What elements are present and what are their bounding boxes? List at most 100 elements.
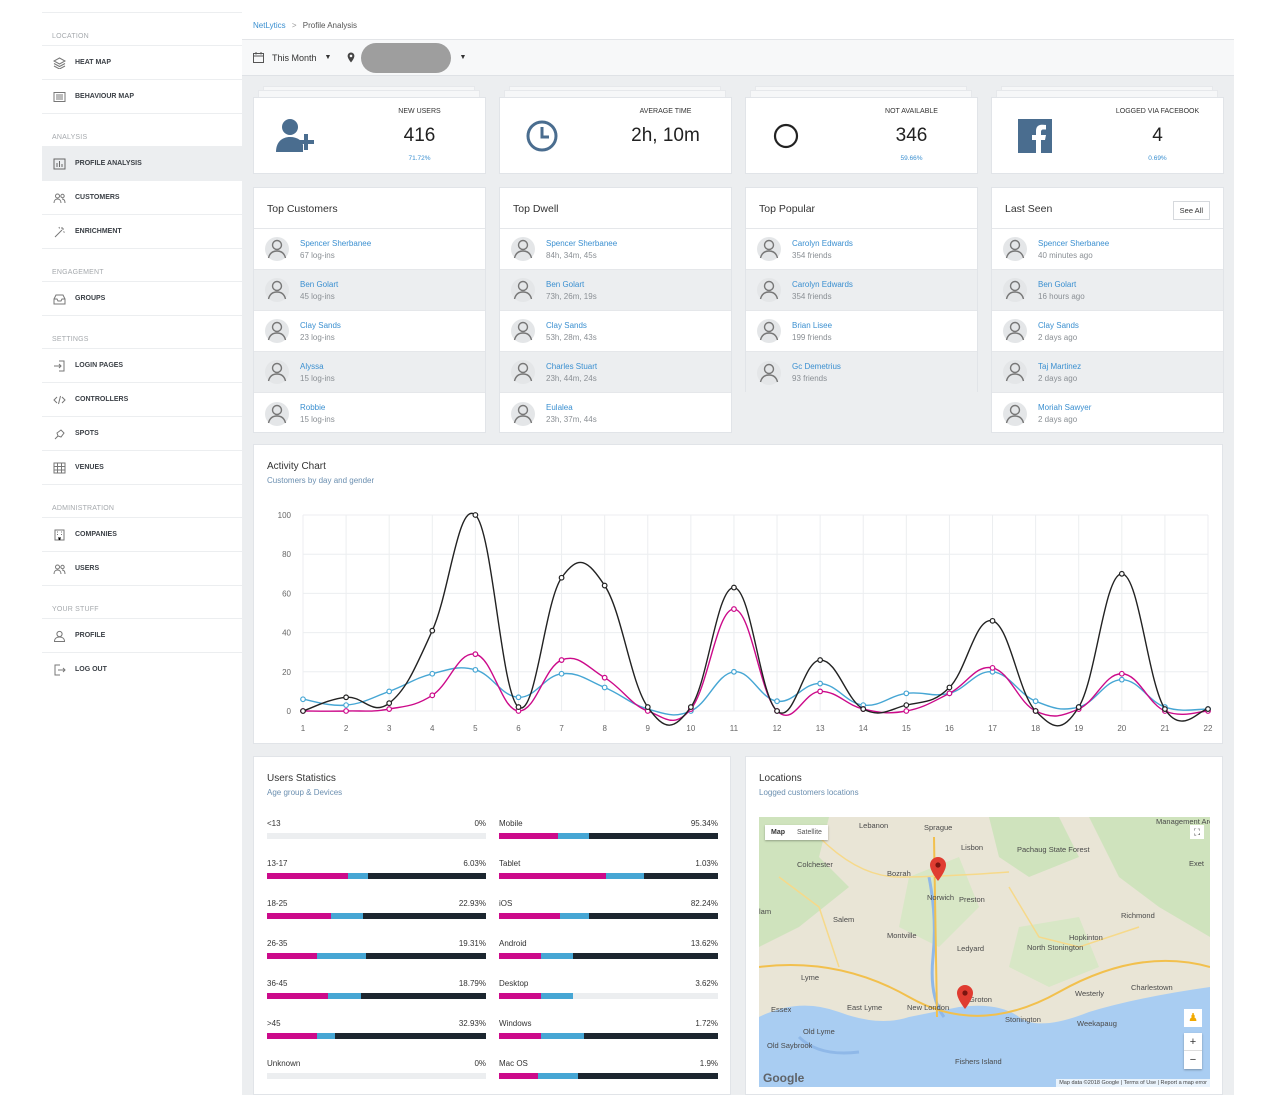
y-tick-label: 80 [282, 550, 291, 559]
list-item[interactable]: Spencer Sherbanee 84h, 34m, 45s [500, 229, 731, 270]
sidebar-item-login-pages[interactable]: LOGIN PAGES [42, 348, 242, 382]
list-item[interactable]: Spencer Sherbanee 40 minutes ago [992, 229, 1223, 270]
sidebar-item-companies[interactable]: COMPANIES [42, 517, 242, 551]
period-select[interactable]: This Month [272, 52, 317, 63]
map-place-label: Fishers Island [955, 1057, 1002, 1066]
avatar-icon [511, 401, 535, 427]
list-item-name[interactable]: Alyssa [300, 361, 324, 371]
list-item-text: Brian Lisee 199 friends [792, 321, 832, 342]
list-item[interactable]: Ben Golart 45 log-ins [254, 270, 485, 311]
list-item-name[interactable]: Moriah Sawyer [1038, 403, 1092, 412]
list-item-name[interactable]: Clay Sands [546, 320, 587, 330]
list-item[interactable]: Eulalea 23h, 37m, 44s [500, 393, 731, 434]
activity-chart-subtitle: Customers by day and gender [267, 476, 375, 485]
google-logo: Google [763, 1071, 805, 1085]
map-type-map-button[interactable]: Map [771, 829, 785, 836]
sidebar-item-groups[interactable]: GROUPS [42, 281, 242, 315]
report-map-error-link[interactable]: Report a map error [1160, 1080, 1207, 1086]
list-item-name[interactable]: Brian Lisee [792, 320, 833, 330]
sidebar-item-controllers[interactable]: CONTROLLERS [42, 382, 242, 416]
list-item[interactable]: Clay Sands 53h, 28m, 43s [500, 311, 731, 352]
locations-map[interactable]: Lebanon Sprague Lisbon Pachaug State Forest… [759, 817, 1210, 1087]
map-attribution: Map data ©2018 Google | Terms of Use | R… [1056, 1079, 1210, 1087]
bar-segment-other [363, 913, 486, 919]
list-item[interactable]: Charles Stuart 23h, 44m, 24s [500, 352, 731, 393]
sidebar-item-venues[interactable]: VENUES [42, 450, 242, 484]
list-item-name[interactable]: Spencer Sherbanee [300, 238, 372, 248]
main-content: NetLytics > Profile Analysis This Month … [242, 8, 1234, 1095]
map-place-label: Exet [1189, 859, 1205, 868]
list-item[interactable]: Taj Martinez 2 days ago [992, 352, 1223, 393]
list-item[interactable]: Brian Lisee 199 friends [746, 311, 977, 352]
list-item[interactable]: Carolyn Edwards 354 friends [746, 270, 977, 311]
list-item[interactable]: Gc Demetrius 93 friends [746, 352, 977, 393]
bar-segment-other [334, 1033, 486, 1039]
map-marker-icon[interactable] [957, 985, 973, 1009]
list-item-name[interactable]: Spencer Sherbanee [1038, 238, 1110, 248]
sidebar-item-customers[interactable]: CUSTOMERS [42, 180, 242, 214]
map-data-credit: Map data ©2018 Google [1059, 1080, 1120, 1086]
list-item-name[interactable]: Clay Sands [300, 320, 341, 330]
list-item[interactable]: Ben Golart 16 hours ago [992, 270, 1223, 311]
breadcrumb-separator: > [291, 21, 297, 30]
sidebar-item-spots[interactable]: SPOTS [42, 416, 242, 450]
stat-bar-value: 6.03% [463, 859, 486, 868]
list-item-text: Clay Sands 53h, 28m, 43s [546, 321, 597, 342]
list-item-name[interactable]: Ben Golart [1038, 279, 1077, 289]
list-item-name[interactable]: Gc Demetrius [792, 362, 841, 371]
map-place-label: Salem [833, 915, 855, 924]
sidebar-item-profile[interactable]: PROFILE [42, 618, 242, 652]
list-item-name[interactable]: Ben Golart [546, 279, 585, 289]
sidebar-item-users[interactable]: USERS [42, 551, 242, 585]
bar-segment-female [267, 913, 331, 919]
chevron-down-icon[interactable]: ▼ [324, 54, 332, 61]
stat-bar-label: 26-35 [267, 939, 288, 948]
sidebar-item-log-out[interactable]: LOG OUT [42, 652, 242, 686]
fullscreen-icon[interactable]: ⛶ [1190, 825, 1204, 839]
list-item-name[interactable]: Carolyn Edwards [792, 279, 853, 289]
terms-of-use-link[interactable]: Terms of Use [1123, 1080, 1157, 1086]
list-item-name[interactable]: Charles Stuart [546, 361, 598, 371]
x-tick-label: 1 [301, 724, 306, 733]
list-item-name[interactable]: Clay Sands [1038, 320, 1079, 330]
chevron-down-icon[interactable]: ▼ [459, 54, 467, 61]
list-item[interactable]: Clay Sands 23 log-ins [254, 311, 485, 352]
map-type-satellite-button[interactable]: Satellite [797, 829, 822, 836]
location-select-redacted[interactable] [361, 42, 452, 73]
breadcrumb-root[interactable]: NetLytics [253, 21, 286, 30]
list-item[interactable]: Alyssa 15 log-ins [254, 352, 485, 393]
sidebar-item-heat-map[interactable]: HEAT MAP [42, 45, 242, 79]
list-item-name[interactable]: Taj Martinez [1038, 361, 1082, 371]
stat-bar-track [499, 953, 718, 959]
sidebar-item-behaviour-map[interactable]: BEHAVIOUR MAP [42, 79, 242, 113]
x-tick-label: 6 [516, 724, 521, 733]
list-item-name[interactable]: Robbie [300, 403, 326, 412]
list-item[interactable]: Clay Sands 2 days ago [992, 311, 1223, 352]
sidebar-item-label: USERS [75, 565, 100, 572]
data-point [343, 708, 349, 714]
stat-percentage: 0.69% [1148, 155, 1167, 162]
list-item[interactable]: Carolyn Edwards 354 friends [746, 229, 977, 270]
bar-segment-male [538, 1073, 578, 1079]
list-item-name[interactable]: Ben Golart [300, 279, 339, 289]
calendar-icon[interactable] [253, 52, 264, 63]
list-item-name[interactable]: Eulalea [546, 403, 573, 412]
sidebar-item-enrichment[interactable]: ENRICHMENT [42, 214, 242, 248]
location-pin-icon[interactable] [347, 52, 355, 63]
avatar-icon [265, 401, 289, 427]
list-item-name[interactable]: Carolyn Edwards [792, 238, 853, 248]
zoom-in-button[interactable]: + [1184, 1033, 1202, 1051]
list-item[interactable]: Robbie 15 log-ins [254, 393, 485, 434]
list-item[interactable]: Spencer Sherbanee 67 log-ins [254, 229, 485, 270]
map-marker-icon[interactable] [930, 857, 946, 881]
avatar-icon [511, 236, 535, 262]
see-all-button[interactable]: See All [1172, 201, 1210, 220]
list-item-name[interactable]: Spencer Sherbanee [546, 238, 618, 248]
street-view-pegman-icon[interactable]: ♟ [1184, 1009, 1202, 1027]
list-card-title: Top Customers [267, 203, 338, 215]
list-item[interactable]: Ben Golart 73h, 26m, 19s [500, 270, 731, 311]
zoom-out-button[interactable]: − [1189, 1054, 1197, 1066]
stat-card-new-users: NEW USERS 416 71.72% [253, 97, 486, 174]
list-item[interactable]: Moriah Sawyer 2 days ago [992, 393, 1223, 434]
sidebar-item-profile-analysis[interactable]: PROFILE ANALYSIS [42, 146, 242, 180]
